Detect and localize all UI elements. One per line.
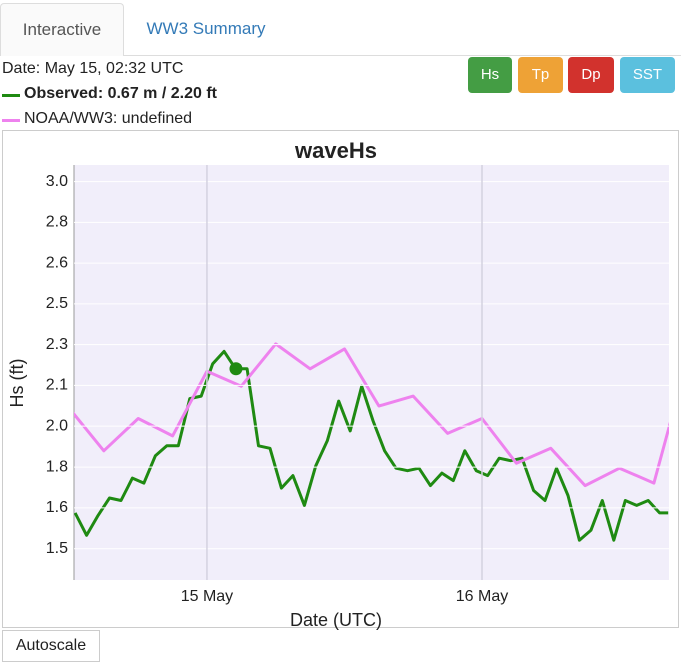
y-tick-label: 2.5 bbox=[46, 295, 68, 312]
y-tick-label: 2.6 bbox=[46, 254, 68, 271]
x-axis-label: Date (UTC) bbox=[290, 610, 382, 630]
autoscale-button[interactable]: Autoscale bbox=[2, 630, 100, 662]
observed-text: Observed: 0.67 m / 2.20 ft bbox=[24, 85, 217, 102]
x-tick-label: 15 May bbox=[181, 588, 233, 605]
plot-lines bbox=[74, 342, 669, 542]
series-line bbox=[74, 349, 669, 542]
tab-border bbox=[123, 55, 681, 56]
tab[interactable]: WW3 Summary bbox=[146, 19, 266, 38]
y-tick-label: 2.0 bbox=[46, 417, 68, 434]
y-tick-label: 1.5 bbox=[46, 540, 68, 557]
y-tick-label: 2.1 bbox=[46, 377, 68, 394]
button[interactable]: Tp bbox=[518, 57, 563, 93]
y-tick-label: 2.3 bbox=[46, 336, 68, 353]
tab[interactable]: Interactive bbox=[0, 3, 124, 56]
button[interactable]: Hs bbox=[468, 57, 512, 93]
chart-title: waveHs bbox=[294, 138, 377, 163]
observed-legend: Observed: 0.67 m / 2.20 ft bbox=[2, 85, 217, 103]
y-tick-label: 2.8 bbox=[46, 214, 68, 231]
button[interactable]: Dp bbox=[568, 57, 614, 93]
button[interactable]: SST bbox=[620, 57, 675, 93]
y-tick-label: 3.0 bbox=[46, 173, 68, 190]
plot-area bbox=[74, 165, 669, 580]
y-axis-label: Hs (ft) bbox=[7, 359, 27, 408]
model-text: NOAA/WW3: undefined bbox=[24, 110, 193, 127]
chart: waveHs Date (UTC) Hs (ft) 1.5 1.6 1.8 2.0 2.… bbox=[2, 130, 679, 630]
y-tick-label: 1.8 bbox=[46, 458, 68, 475]
date-text: Date: May 15, 02:32 UTC bbox=[2, 60, 184, 77]
series-line bbox=[74, 342, 669, 488]
hover-marker bbox=[229, 362, 243, 376]
x-tick-label: 16 May bbox=[456, 588, 508, 605]
y-tick-label: 1.6 bbox=[46, 499, 68, 516]
model-legend: NOAA/WW3: undefined bbox=[2, 110, 192, 128]
